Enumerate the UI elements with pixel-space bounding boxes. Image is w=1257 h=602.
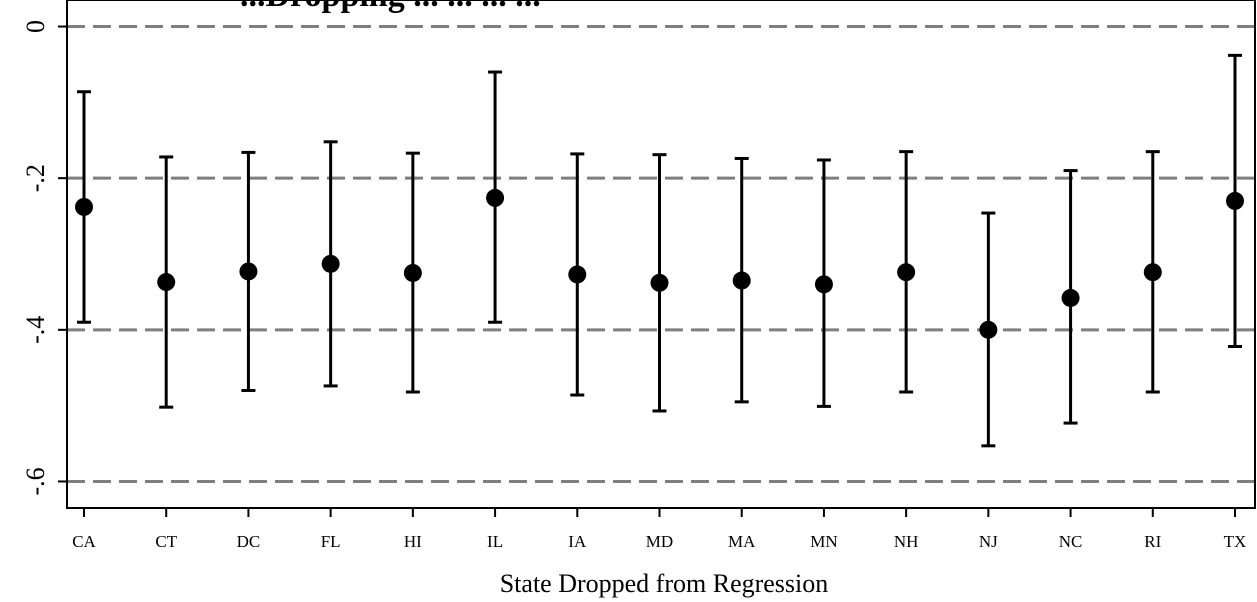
point-estimate [1143, 263, 1162, 282]
point-estimate [568, 265, 587, 284]
point-estimate [1061, 288, 1080, 307]
chart-title: ...Dropping ... ... ... ... [240, 0, 541, 14]
x-tick-label: TX [1224, 532, 1247, 551]
point-estimate [239, 262, 258, 281]
y-tick-label: 0 [21, 20, 50, 33]
y-axis: 0 -.2 -.4 -.6 [21, 20, 67, 496]
point-estimate [321, 254, 340, 273]
point-estimate [650, 273, 669, 292]
x-tick-label: NC [1059, 532, 1083, 551]
point-estimate [75, 197, 93, 216]
x-axis-label: State Dropped from Regression [500, 569, 829, 598]
error-bars [77, 53, 1242, 448]
point-estimate [157, 273, 176, 292]
point-estimates [75, 188, 1244, 339]
y-tick-label: -.4 [21, 316, 50, 344]
x-tick-label: DC [237, 532, 261, 551]
y-tick-label: -.6 [21, 467, 50, 495]
x-tick-label: HI [404, 532, 422, 551]
x-tick-label: NH [894, 532, 919, 551]
point-estimate [814, 275, 833, 294]
point-estimate [486, 188, 505, 207]
x-tick-label: FL [321, 532, 341, 551]
x-tick-label: IA [568, 532, 587, 551]
x-tick-label: MD [646, 532, 673, 551]
x-tick-label: IL [487, 532, 503, 551]
x-tick-label: RI [1144, 532, 1161, 551]
point-estimate [1226, 191, 1244, 210]
point-estimate [897, 263, 916, 282]
point-estimate [732, 271, 751, 290]
reference-lines [67, 25, 1255, 483]
x-tick-label: NJ [979, 532, 998, 551]
x-axis: CA CT DC FL HI IL IA MD MA MN NH NJ NC RI TX [72, 508, 1246, 551]
x-tick-label: MA [728, 532, 756, 551]
plot-frame [66, 0, 1256, 509]
x-tick-label: CA [72, 532, 96, 551]
x-tick-label: MN [810, 532, 837, 551]
point-estimate [403, 263, 422, 282]
point-estimate [979, 320, 998, 339]
y-tick-label: -.2 [21, 164, 50, 192]
x-tick-label: CT [155, 532, 177, 551]
